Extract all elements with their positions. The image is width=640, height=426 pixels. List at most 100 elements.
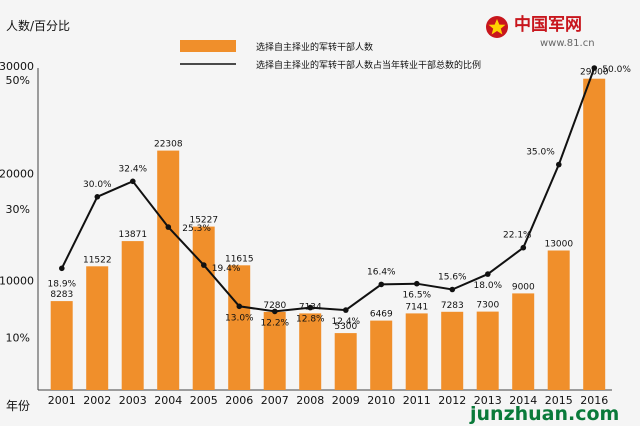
bar bbox=[86, 266, 109, 390]
line-point bbox=[236, 303, 243, 310]
x-tick-label: 2009 bbox=[332, 394, 360, 407]
bar-value-label: 29000 bbox=[580, 68, 609, 78]
line-point bbox=[201, 262, 207, 268]
ratio-value-label: 25.3% bbox=[182, 224, 211, 234]
x-tick-label: 2015 bbox=[545, 394, 573, 407]
ratio-value-label: 18.0% bbox=[474, 281, 503, 291]
x-tick-label: 2014 bbox=[509, 394, 537, 407]
bar-value-label: 15227 bbox=[189, 216, 218, 226]
bar bbox=[121, 241, 144, 390]
ratio-line bbox=[60, 67, 596, 313]
x-tick-label: 2007 bbox=[261, 394, 289, 407]
bar bbox=[157, 150, 180, 390]
y-tick-label: 20000 bbox=[0, 167, 34, 180]
bar-value-label: 9000 bbox=[512, 282, 535, 292]
x-tick-label: 2010 bbox=[367, 394, 395, 407]
legend-bar-label: 选择自主择业的军转干部人数 bbox=[256, 41, 373, 53]
line-point bbox=[591, 65, 598, 71]
bar-value-label: 7141 bbox=[405, 302, 428, 312]
x-tick-label: 2016 bbox=[580, 394, 608, 407]
bar bbox=[192, 226, 215, 390]
x-tick-label: 2008 bbox=[296, 394, 324, 407]
logo-text: 中国军网 bbox=[514, 14, 582, 35]
bar-value-label: 13000 bbox=[544, 240, 573, 250]
ratio-value-label: 35.0% bbox=[526, 148, 555, 158]
line-point bbox=[556, 161, 562, 168]
bar bbox=[405, 313, 428, 390]
ratio-value-label: 32.4% bbox=[119, 164, 148, 174]
x-tick-label: 2003 bbox=[119, 394, 147, 407]
bar bbox=[583, 78, 606, 390]
ratio-value-label: 15.6% bbox=[438, 273, 467, 283]
line-point bbox=[520, 244, 527, 251]
ratio-value-label: 12.8% bbox=[296, 315, 325, 325]
bar-value-label: 5300 bbox=[334, 322, 357, 332]
y-axis-label: 人数/百分比 bbox=[6, 18, 70, 33]
ratio-value-label: 18.9% bbox=[48, 279, 77, 289]
logo-url: www.81.cn bbox=[540, 38, 595, 49]
x-tick-label: 2012 bbox=[438, 394, 466, 407]
bar bbox=[299, 313, 322, 390]
ratio-value-label: 50.0% bbox=[602, 65, 631, 75]
ratio-value-label: 16.4% bbox=[367, 267, 396, 277]
x-tick-label: 2013 bbox=[474, 394, 502, 407]
bar-value-label: 7283 bbox=[441, 301, 464, 311]
bar-value-label: 8283 bbox=[50, 290, 73, 300]
x-axis-label: 年份 bbox=[6, 399, 30, 413]
bar-value-label: 22308 bbox=[154, 140, 183, 150]
legend-bar-swatch bbox=[180, 40, 236, 52]
x-tick-label: 2011 bbox=[403, 394, 431, 407]
line-point bbox=[59, 265, 65, 272]
y-percent-tick-label: 10% bbox=[6, 332, 30, 345]
y-ticks-group: 10000 20000 30000 10% 30% 50% bbox=[0, 60, 34, 345]
y-tick-label: 30000 bbox=[0, 60, 34, 73]
line-point bbox=[272, 308, 278, 315]
x-tick-label: 2001 bbox=[48, 394, 76, 407]
bar-value-label: 13871 bbox=[118, 230, 147, 240]
bar bbox=[370, 320, 393, 390]
bar-value-label: 6469 bbox=[370, 310, 393, 320]
line-point bbox=[378, 281, 385, 288]
ratio-value-label: 12.2% bbox=[261, 318, 290, 328]
watermark-footer: junzhuan.com bbox=[469, 403, 619, 425]
line-point bbox=[307, 304, 314, 311]
line-point bbox=[414, 280, 420, 287]
bar bbox=[476, 311, 499, 390]
ratio-value-label: 13.0% bbox=[225, 313, 254, 323]
bar-value-label: 7300 bbox=[476, 301, 499, 311]
ratio-value-label: 19.4% bbox=[212, 264, 241, 274]
bar-value-label: 11522 bbox=[83, 255, 112, 265]
y-percent-tick-label: 30% bbox=[6, 203, 30, 216]
watermark-logo: 中国军网 www.81.cn bbox=[486, 14, 595, 49]
line-point bbox=[130, 178, 136, 185]
y-percent-tick-label: 50% bbox=[6, 74, 30, 87]
bar bbox=[50, 301, 73, 390]
line-point bbox=[485, 271, 491, 277]
x-tick-label: 2005 bbox=[190, 394, 218, 407]
x-tick-label: 2002 bbox=[83, 394, 111, 407]
line-point bbox=[94, 194, 101, 200]
x-tick-label: 2004 bbox=[154, 394, 182, 407]
x-ticks-group: 2001 2002 2003 2004 2005 2006 2007 2008 2009 2010… bbox=[48, 394, 608, 407]
bar-value-label: 11615 bbox=[225, 254, 254, 264]
legend-line-label: 选择自主择业的军转干部人数占当年转业干部总数的比例 bbox=[256, 59, 481, 71]
line-point bbox=[165, 224, 172, 230]
bar bbox=[547, 250, 570, 390]
bar bbox=[228, 265, 251, 390]
bars-group: 8283115221387122308152271161572807134530… bbox=[50, 68, 609, 390]
ratio-value-label: 22.1% bbox=[503, 231, 532, 241]
bar bbox=[263, 311, 286, 390]
bar bbox=[512, 293, 535, 390]
line-point bbox=[343, 307, 349, 313]
ratio-value-label: 16.5% bbox=[403, 291, 432, 301]
line-point bbox=[449, 286, 456, 293]
star-icon bbox=[488, 19, 506, 35]
line-series-group: 18.9% 30.0% 32.4% 25.3% 19.4% 13.0% 12.2% 12.8%… bbox=[48, 65, 632, 328]
y-tick-label: 10000 bbox=[0, 275, 34, 288]
ratio-value-label: 30.0% bbox=[83, 180, 112, 190]
bar bbox=[334, 333, 357, 390]
bar-value-label: 7280 bbox=[263, 301, 286, 311]
bar bbox=[441, 311, 464, 390]
x-tick-label: 2006 bbox=[225, 394, 253, 407]
